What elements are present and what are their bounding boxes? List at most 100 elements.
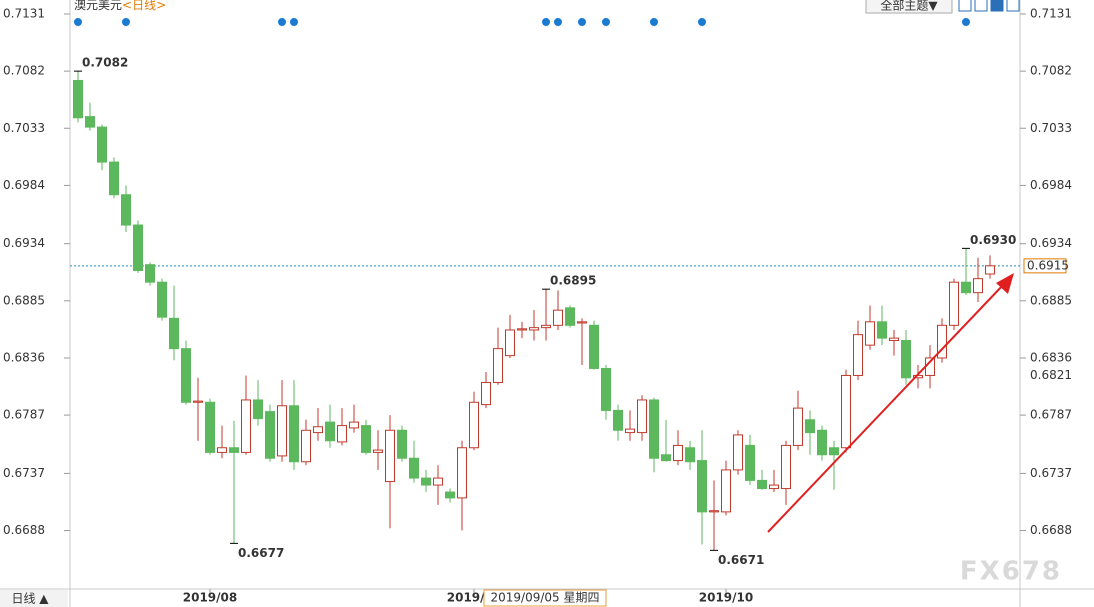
candle-body [589, 324, 599, 369]
candle-body [217, 447, 227, 453]
candle-body [877, 321, 887, 339]
candle-body [265, 411, 275, 459]
candle-body [445, 491, 455, 499]
y-tick-label: 0.6787 [1030, 408, 1072, 422]
candle-body [337, 425, 347, 443]
candle-body [541, 324, 551, 329]
theme-button-label: 全部主题▼ [880, 0, 938, 13]
event-markers [74, 18, 970, 26]
y-tick-label: 0.6836 [1030, 350, 1072, 364]
candle-body [349, 421, 359, 429]
event-dot[interactable] [650, 18, 658, 26]
candle-body [373, 449, 383, 453]
candle-body [985, 265, 995, 275]
crosshair-date-box [483, 589, 607, 607]
candle-body [937, 324, 947, 359]
y-tick-label: 0.6688 [3, 523, 45, 537]
candle-body [637, 399, 647, 434]
candle-body [817, 429, 827, 456]
event-dot[interactable] [602, 18, 610, 26]
y-tick-label: 0.7082 [3, 64, 45, 78]
extreme-label: 0.6677 [238, 546, 284, 560]
candle-body [661, 454, 671, 462]
y-tick-label: 0.6934 [3, 236, 45, 250]
trend-arrow-head [996, 273, 1014, 294]
candle-body [769, 484, 779, 490]
title-text: 澳元美元 [74, 0, 122, 12]
candles: 0.7082 0.6895 0.6930 0.6677 0.6671 [73, 56, 1016, 567]
candle-body [205, 401, 215, 453]
current-price-box [1023, 258, 1067, 274]
candle-body [157, 281, 167, 318]
tool-icon[interactable] [1006, 0, 1020, 12]
toolbar: 全部主题▼ [865, 0, 1020, 14]
tool-icon[interactable] [990, 0, 1004, 12]
y-tick-label: 0.7131 [1030, 6, 1072, 20]
candle-body [481, 381, 491, 406]
y-tick-label: 0.7131 [3, 6, 45, 20]
candle-body [709, 510, 719, 513]
candle-body [289, 405, 299, 463]
y-tick-label: 0.6737 [3, 466, 45, 480]
extreme-label: 0.6671 [718, 553, 764, 567]
candle-body [301, 429, 311, 463]
event-dot[interactable] [554, 18, 562, 26]
period-button[interactable] [0, 590, 68, 607]
candle-body [517, 328, 527, 331]
candle-body [745, 444, 755, 481]
candle-body [529, 327, 539, 331]
y-tick-label: 0.7082 [1030, 64, 1072, 78]
candle-body [841, 374, 851, 449]
event-dot[interactable] [698, 18, 706, 26]
period-button-label: 日线 ▲ [11, 592, 49, 606]
y-tick-label: 0.7033 [1030, 121, 1072, 135]
extreme-label: 0.6895 [550, 274, 596, 288]
candle-body [889, 337, 899, 341]
current-price-label: 0.6915 [1027, 258, 1069, 272]
candle-body [85, 116, 95, 128]
event-dot[interactable] [962, 18, 970, 26]
extreme-label: 0.7082 [82, 56, 128, 70]
y-tick-label: 0.6688 [1030, 523, 1072, 537]
extreme-label: 0.6930 [970, 233, 1016, 247]
candle-body [757, 479, 767, 490]
period-text: <日线> [122, 0, 166, 12]
candle-body [421, 477, 431, 486]
candle-body [109, 161, 119, 196]
chart-title: 澳元美元<日线> [74, 0, 166, 12]
candle-body [601, 367, 611, 411]
tool-icon[interactable] [958, 0, 972, 12]
candle-body [949, 281, 959, 326]
candle-body [577, 321, 587, 324]
tool-icon[interactable] [974, 0, 988, 12]
theme-button[interactable] [865, 0, 953, 14]
candle-body [973, 278, 983, 294]
candle-body [829, 447, 839, 456]
candle-body [325, 421, 335, 442]
crosshair-date: 2019/09/05 星期四 [491, 591, 600, 605]
candle-body [685, 447, 695, 463]
candle-body [193, 400, 203, 403]
y-tick-label: 0.6885 [3, 293, 45, 307]
watermark: FX678 [960, 557, 1062, 587]
candle-body [625, 428, 635, 434]
event-dot[interactable] [542, 18, 550, 26]
candle-body [721, 469, 731, 513]
candle-body [697, 460, 707, 513]
candle-body [145, 264, 155, 283]
y-tick-label: 0.6984 [1030, 178, 1072, 192]
event-dot[interactable] [290, 18, 298, 26]
candle-body [433, 477, 443, 486]
candle-body [565, 307, 575, 326]
candle-body [169, 317, 179, 350]
candle-body [397, 429, 407, 459]
candle-body [313, 426, 323, 434]
y-tick-label: 0.6787 [3, 408, 45, 422]
candle-body [385, 429, 395, 483]
event-dot[interactable] [578, 18, 586, 26]
candle-body [493, 348, 503, 383]
event-dot[interactable] [74, 18, 82, 26]
event-dot[interactable] [278, 18, 286, 26]
event-dot[interactable] [122, 18, 130, 26]
candle-body [673, 444, 683, 462]
